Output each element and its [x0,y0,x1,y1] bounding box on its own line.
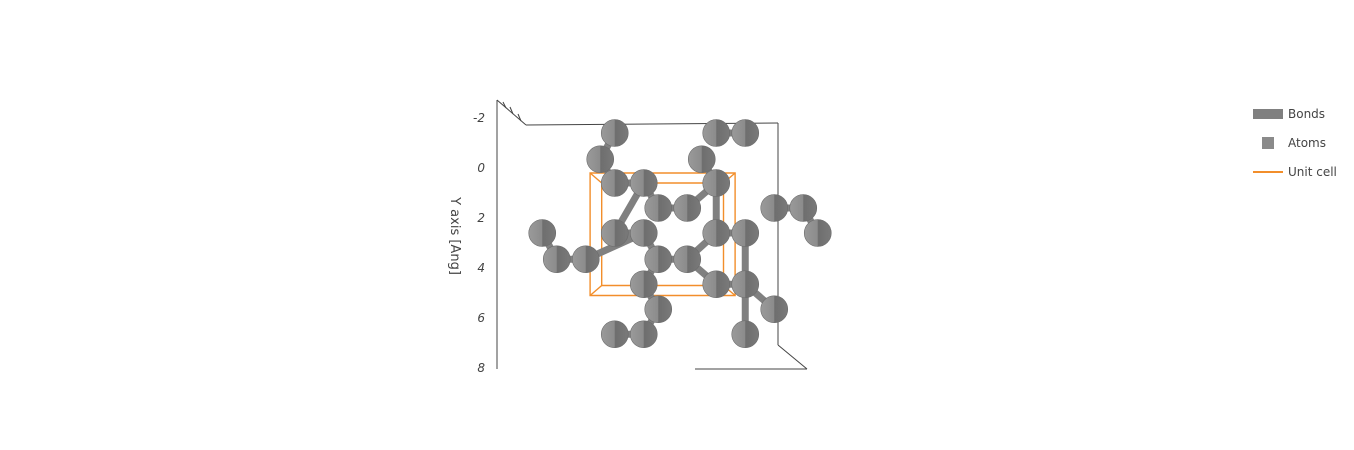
atom[interactable] [687,145,716,174]
y-tick-label: 8 [477,361,485,375]
atom[interactable] [731,270,760,299]
atom[interactable] [629,320,658,349]
atom[interactable] [702,219,731,247]
atom[interactable] [673,194,702,222]
atom[interactable] [586,145,615,174]
atom[interactable] [629,169,658,197]
legend-item-unit-cell[interactable]: Unit cell [1253,165,1337,179]
unit-cell-edge [589,172,603,184]
atom[interactable] [600,119,629,147]
atom[interactable] [644,295,673,324]
legend-item-atoms[interactable]: Atoms [1262,136,1326,150]
legend-item-bonds[interactable]: Bonds [1253,107,1325,121]
atom[interactable] [702,169,731,197]
y-tick-label: -2 [473,111,485,125]
legend-label-unit-cell: Unit cell [1288,165,1337,179]
atom[interactable] [542,245,571,274]
y-tick-label: 0 [477,161,485,175]
atom[interactable] [600,219,629,247]
atom[interactable] [789,194,818,222]
unit-cell-edge [589,284,603,297]
atom[interactable] [731,320,760,349]
legend: Bonds Atoms Unit cell [1253,107,1337,179]
y-tick-label: 2 [477,211,485,225]
atom[interactable] [760,295,789,324]
y-tick-label: 6 [477,311,485,325]
atom[interactable] [600,169,629,197]
atom[interactable] [600,320,629,349]
atom[interactable] [528,219,557,247]
atom[interactable] [702,119,731,147]
atom[interactable] [702,270,731,299]
atom[interactable] [629,270,658,299]
atom[interactable] [760,194,789,222]
atom[interactable] [803,219,832,247]
atoms [528,119,832,349]
atom[interactable] [644,194,673,222]
atoms-legend-swatch [1262,137,1274,149]
y-tick-label: 4 [477,261,485,275]
atom[interactable] [644,245,673,274]
legend-label-atoms: Atoms [1288,136,1326,150]
legend-label-bonds: Bonds [1288,107,1325,121]
bonds-legend-swatch [1253,109,1283,119]
atom[interactable] [731,219,760,247]
y-axis-ticks: -2 0 2 4 6 8 [473,111,485,375]
atom[interactable] [673,245,702,274]
atom[interactable] [731,119,760,147]
atom[interactable] [571,245,600,274]
atom[interactable] [629,219,658,247]
y-axis-title: Y axis [Ang] [447,196,462,275]
